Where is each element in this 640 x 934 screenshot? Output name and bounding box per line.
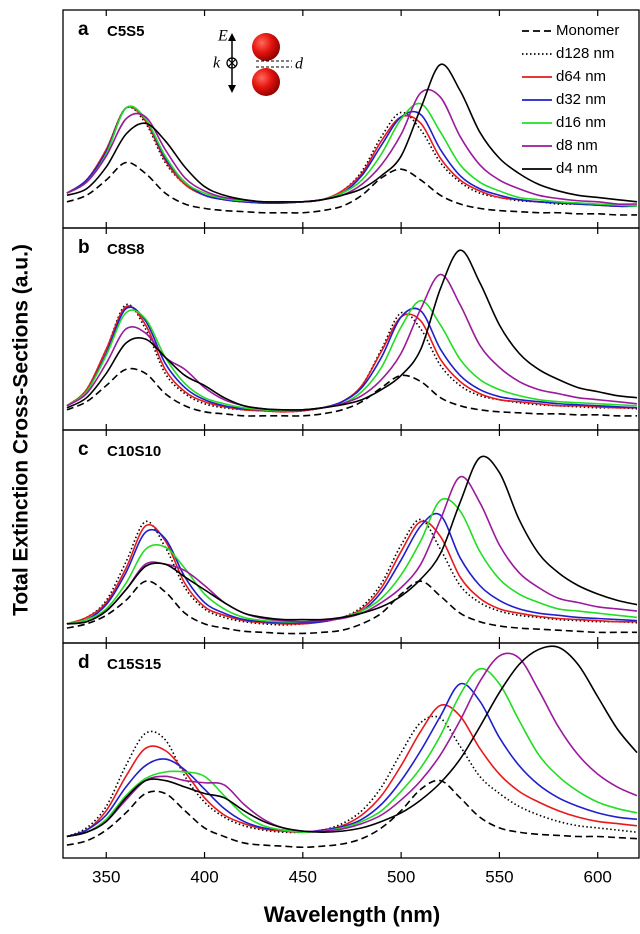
panel-title: C10S10	[107, 443, 161, 460]
panel-label: d	[78, 652, 90, 673]
series-line	[66, 715, 638, 838]
panel-title: C5S5	[107, 23, 145, 40]
series-line	[66, 520, 638, 625]
series-line	[66, 645, 638, 838]
panel-label: c	[78, 439, 89, 460]
series-line	[66, 306, 638, 412]
series-line	[66, 249, 638, 411]
panel-title: C15S15	[107, 656, 161, 673]
series-line	[66, 273, 638, 411]
x-tick-label: 550	[485, 867, 513, 886]
x-axis-label: Wavelength (nm)	[264, 902, 440, 927]
series-line	[66, 518, 638, 626]
x-tick-label: 450	[289, 867, 317, 886]
legend-label: d32 nm	[556, 91, 606, 108]
legend-label: d64 nm	[556, 68, 606, 85]
inset-label: d	[295, 56, 304, 73]
series-line	[66, 580, 638, 635]
sphere	[252, 33, 280, 61]
panel-title: C8S8	[107, 241, 145, 258]
x-tick-label: 600	[584, 867, 612, 886]
series-line	[66, 105, 638, 208]
legend-label: d128 nm	[556, 45, 614, 62]
series-line	[66, 779, 638, 849]
series-line	[66, 88, 638, 205]
y-axis-label: Total Extinction Cross-Sections (a.u.)	[10, 244, 33, 616]
sphere	[252, 68, 280, 96]
k-cross	[228, 59, 236, 67]
series-line	[66, 475, 638, 625]
gap-lines	[256, 60, 292, 68]
legend-label: Monomer	[556, 22, 619, 39]
k-symbol	[226, 57, 238, 69]
legend-label: d8 nm	[556, 137, 598, 154]
inset-label: k	[213, 55, 221, 72]
series-line	[66, 367, 638, 417]
series-line	[66, 102, 638, 207]
series-line	[66, 455, 638, 625]
panel-label: a	[78, 19, 89, 40]
series-line	[66, 303, 638, 413]
series-line	[66, 652, 638, 838]
x-tick-label: 500	[387, 867, 415, 886]
series-line	[66, 667, 638, 838]
legend-label: d4 nm	[556, 160, 598, 177]
x-tick-label: 400	[190, 867, 218, 886]
legend-label: d16 nm	[556, 114, 606, 131]
panel-frame	[62, 9, 640, 229]
series-line	[66, 299, 638, 412]
series-line	[66, 497, 638, 625]
series-line	[66, 682, 638, 838]
panel-frame	[62, 642, 640, 859]
series-line	[66, 703, 638, 838]
inset-dimer	[226, 33, 292, 96]
panel-label: b	[78, 237, 90, 258]
series-line	[66, 63, 638, 203]
panel-frame	[62, 429, 640, 644]
x-tick-label: 350	[92, 867, 120, 886]
inset-label: E	[217, 28, 228, 45]
